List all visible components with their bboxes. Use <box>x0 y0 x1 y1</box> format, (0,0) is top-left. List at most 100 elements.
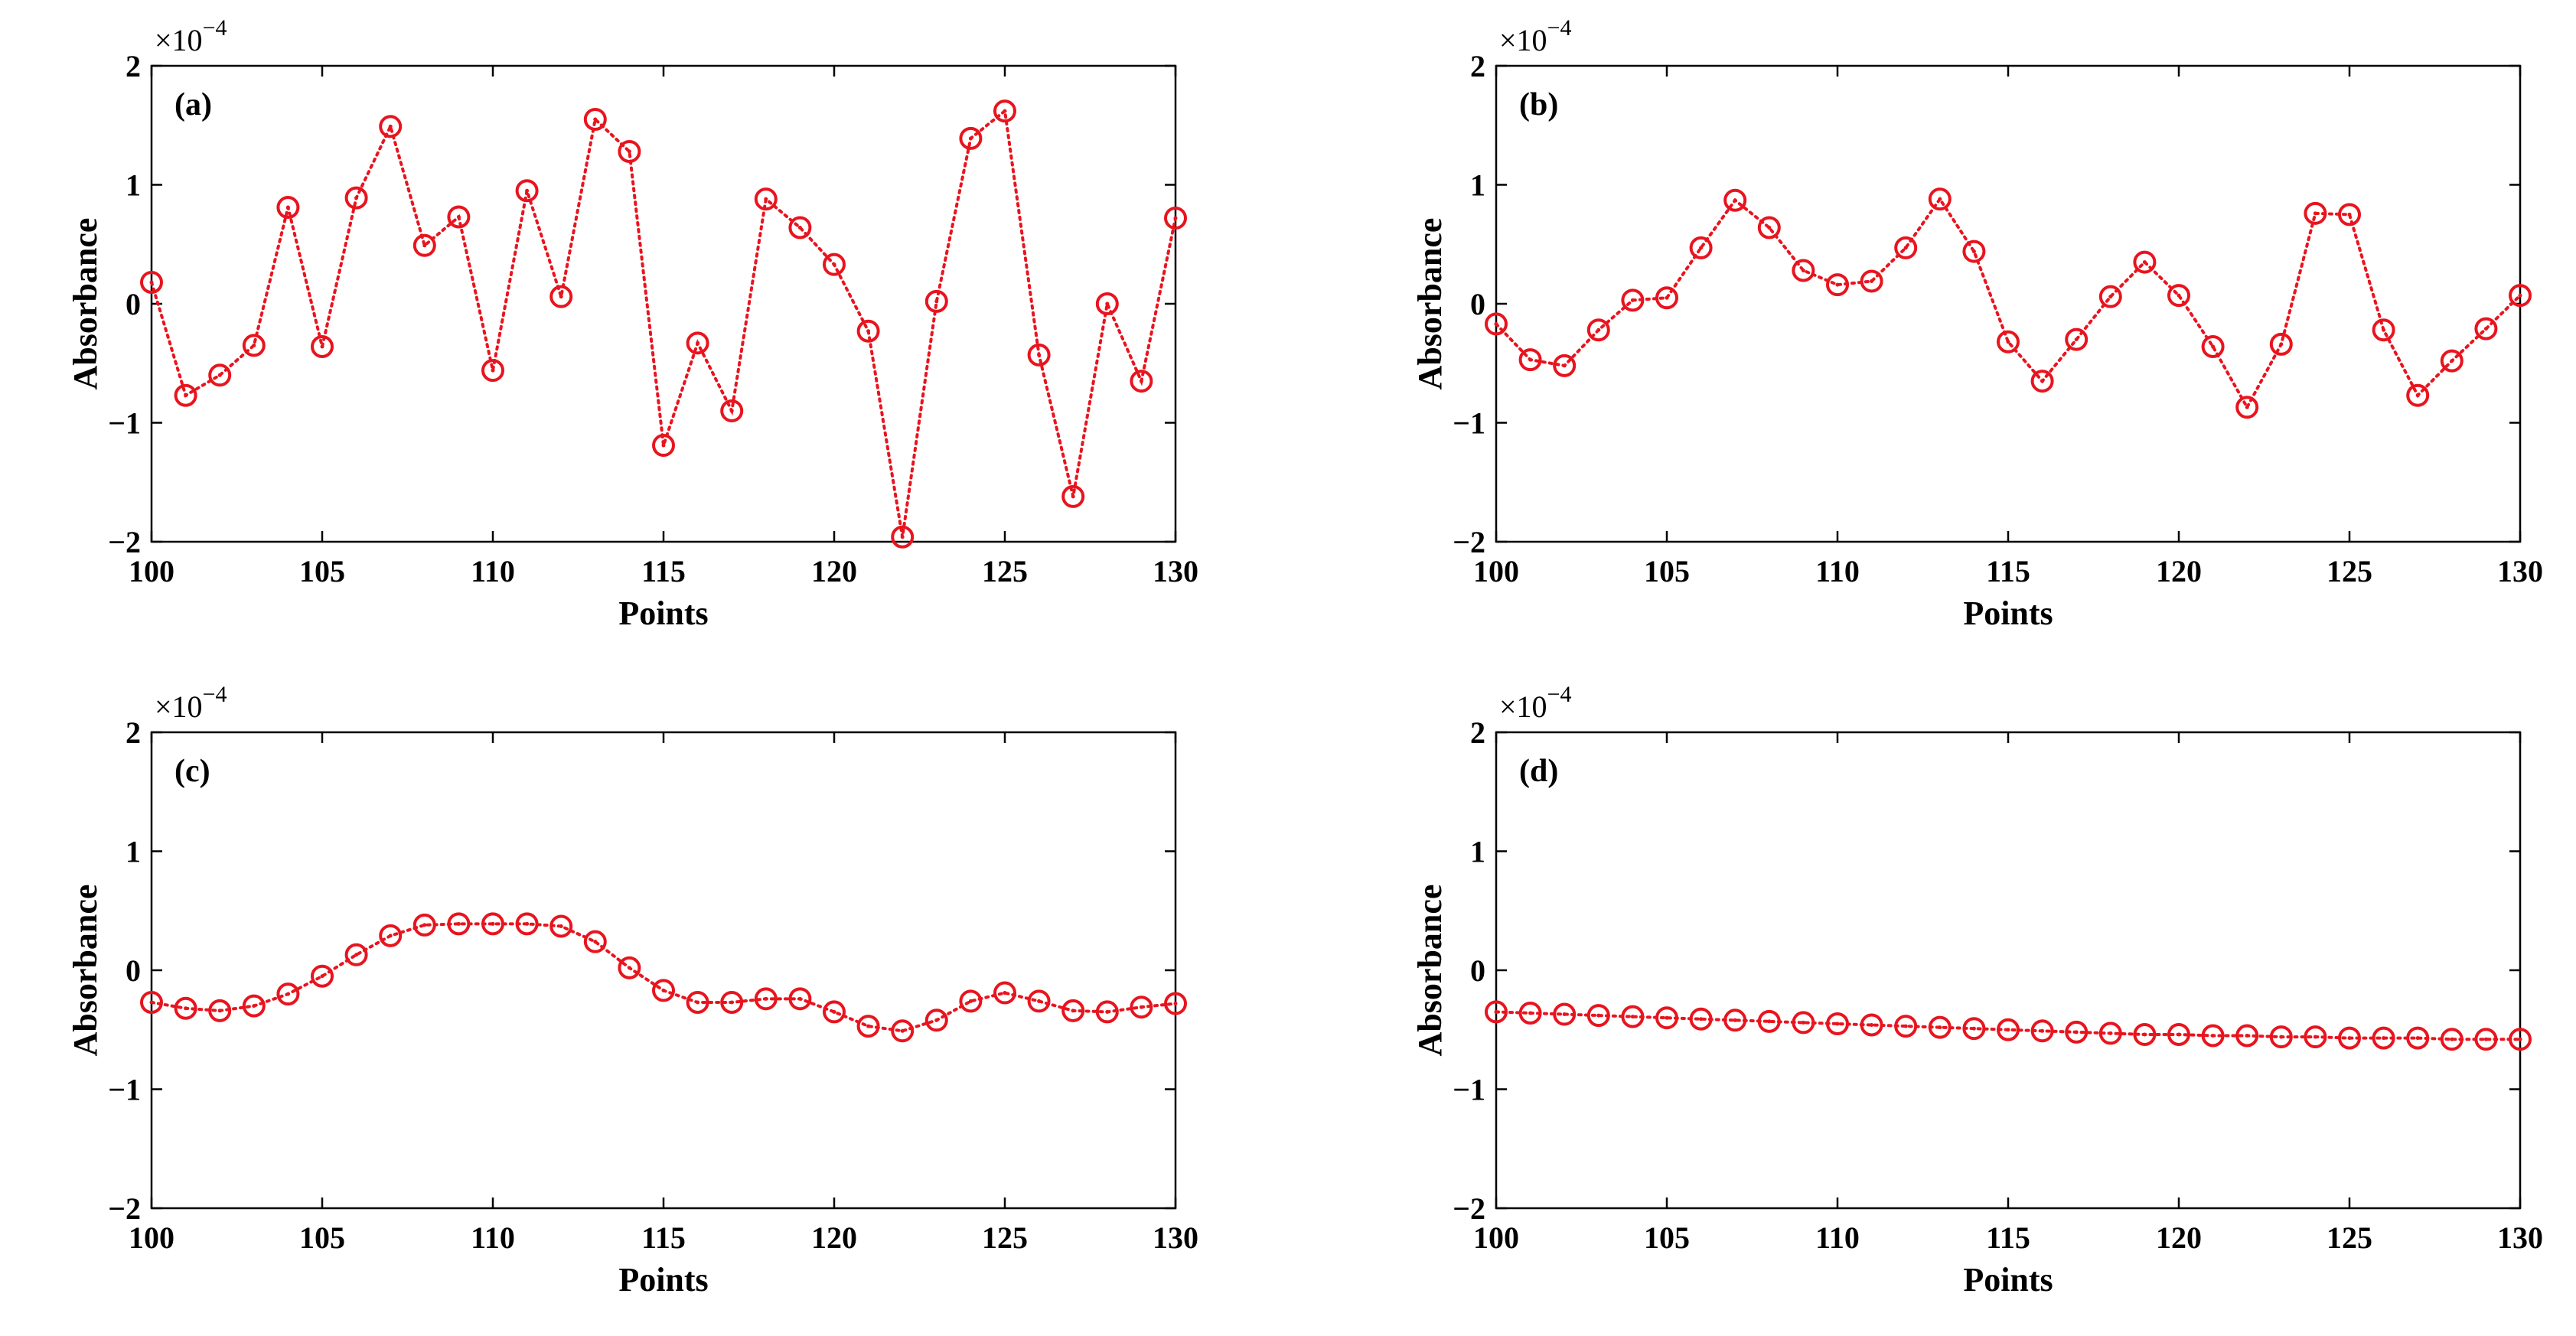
x-tick-label: 105 <box>1644 1220 1690 1255</box>
data-point <box>515 179 539 203</box>
panel-label: (a) <box>174 87 212 122</box>
y-tick-label: −2 <box>108 1191 141 1226</box>
data-point <box>891 1019 915 1043</box>
data-point <box>652 979 675 1002</box>
panel-a: 100 105 110 115 120 125 130 −2 −1 0 1 2 ×10−4 (a) Poin… <box>67 15 1198 632</box>
panel-b: 100 105 110 115 120 125 130 −2 −1 0 1 2 ×10−4 (b) Poin… <box>1411 15 2543 632</box>
data-point <box>583 107 607 131</box>
data-point <box>2235 1024 2259 1048</box>
data-point <box>1621 1005 1645 1028</box>
data-point <box>2201 334 2225 358</box>
axis-exponent-label: ×10−4 <box>155 682 227 724</box>
data-point <box>1860 1013 1883 1037</box>
data-point <box>379 924 403 947</box>
data-point <box>447 912 471 936</box>
data-point <box>1689 236 1713 259</box>
data-point <box>686 990 709 1014</box>
exponent-power: −4 <box>1547 682 1572 707</box>
data-point <box>1860 269 1883 293</box>
data-point <box>1894 1015 1918 1038</box>
data-point <box>140 271 163 295</box>
data-point <box>1130 995 1153 1019</box>
data-point <box>788 987 812 1011</box>
series-line <box>1495 196 2522 411</box>
data-point <box>2440 1028 2464 1051</box>
x-tick-label: 115 <box>641 554 686 588</box>
x-axis-label: Points <box>618 1261 708 1299</box>
data-point <box>2201 1024 2225 1048</box>
data-point <box>174 996 197 1020</box>
data-point <box>2235 396 2259 419</box>
x-tick-label: 130 <box>1153 554 1198 588</box>
data-point <box>1689 1007 1713 1031</box>
data-point <box>1553 354 1577 377</box>
data-point <box>2269 332 2293 356</box>
data-point <box>1095 292 1119 315</box>
data-point <box>2474 317 2498 341</box>
data-point <box>311 964 334 988</box>
x-tick-label: 125 <box>982 1220 1028 1255</box>
data-point <box>924 1009 948 1032</box>
data-point <box>2338 203 2361 226</box>
y-tick-label: 1 <box>126 168 141 203</box>
y-tick-label: −1 <box>1453 406 1485 441</box>
data-point <box>1518 348 1542 372</box>
data-point <box>2304 1025 2327 1049</box>
data-point <box>2065 1020 2089 1044</box>
data-point <box>481 912 504 936</box>
axes-box <box>150 731 1177 1210</box>
data-point <box>1130 370 1153 393</box>
data-point <box>242 334 266 357</box>
data-point <box>1757 216 1781 240</box>
data-point <box>2509 284 2532 308</box>
data-point <box>720 399 744 422</box>
data-point <box>1997 330 2020 354</box>
data-point <box>2406 383 2430 407</box>
data-point <box>1792 259 1815 282</box>
panel-label: (d) <box>1519 754 1558 789</box>
y-axis-label: Absorbance <box>67 218 104 390</box>
x-tick-label: 100 <box>129 554 174 588</box>
x-tick-label: 120 <box>811 554 857 588</box>
data-point <box>1061 484 1085 508</box>
data-point <box>242 994 266 1018</box>
x-tick-label: 125 <box>2327 554 2372 588</box>
data-point <box>924 289 948 313</box>
panel-d: 100 105 110 115 120 125 130 −2 −1 0 1 2 ×10−4 (d) Poin… <box>1411 682 2543 1299</box>
data-point <box>1518 1001 1542 1025</box>
axes-box <box>1495 64 2522 543</box>
data-point <box>549 285 573 308</box>
panel-label: (c) <box>174 754 210 789</box>
x-tick-label: 105 <box>1644 554 1690 588</box>
data-point <box>583 930 607 953</box>
x-tick-label: 105 <box>299 554 345 588</box>
data-point <box>1095 1000 1119 1024</box>
exponent-power: −4 <box>203 15 227 41</box>
y-tick-label: −1 <box>108 406 141 441</box>
data-point <box>1027 989 1051 1013</box>
data-point <box>1928 1015 1952 1039</box>
x-tick-label: 115 <box>641 1220 686 1255</box>
panel-label: (b) <box>1519 87 1558 122</box>
x-tick-label: 110 <box>1815 1220 1860 1255</box>
y-axis-label: Absorbance <box>1411 885 1449 1057</box>
data-point <box>2338 1026 2361 1050</box>
series-line <box>1495 1010 2522 1041</box>
data-point <box>311 334 334 358</box>
data-point <box>720 990 744 1014</box>
data-point <box>2304 201 2327 225</box>
data-point <box>1586 1004 1610 1028</box>
x-tick-label: 120 <box>2156 554 2202 588</box>
data-point <box>1723 1009 1747 1032</box>
y-tick-label: 2 <box>126 49 141 83</box>
data-point <box>379 115 403 138</box>
exponent-power: −4 <box>203 682 227 707</box>
data-point <box>891 525 915 549</box>
data-point <box>1553 1002 1577 1026</box>
data-point <box>2133 1022 2157 1046</box>
series-line <box>150 108 1177 538</box>
data-point <box>1826 273 1849 297</box>
axes-box <box>1495 731 2522 1210</box>
data-point <box>2372 318 2395 342</box>
